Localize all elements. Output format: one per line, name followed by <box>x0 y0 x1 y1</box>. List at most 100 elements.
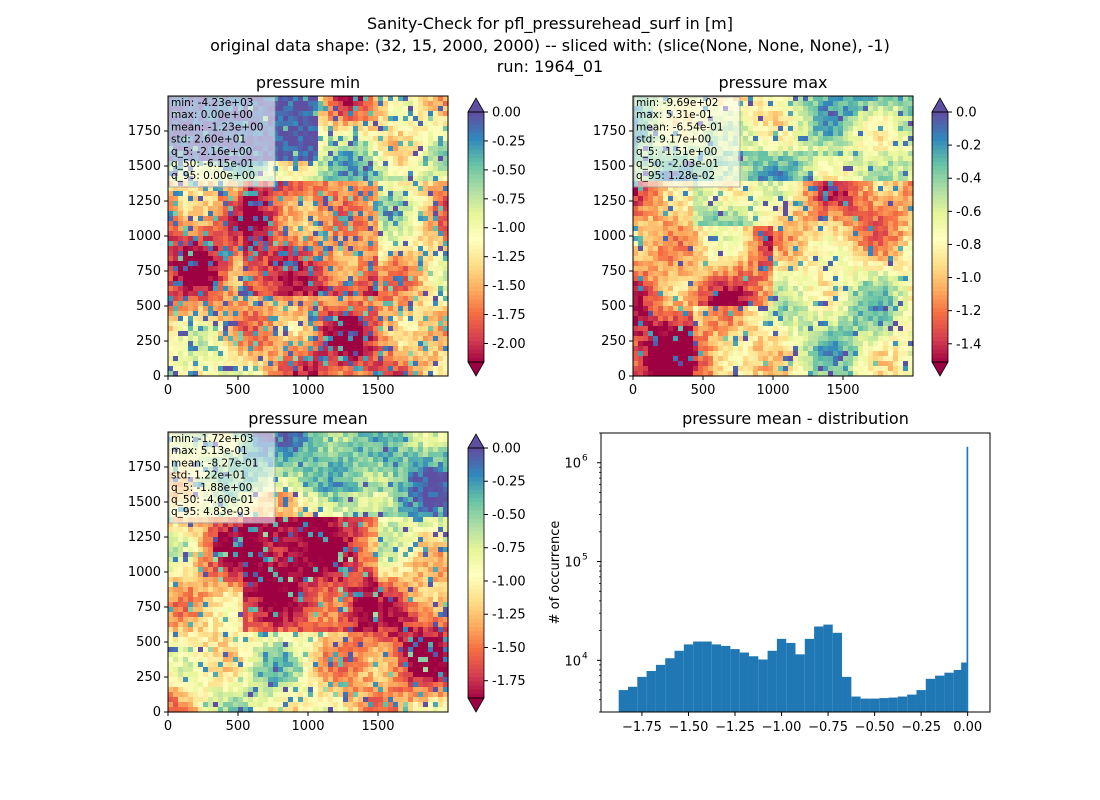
heatmap-cell <box>868 106 874 112</box>
heatmap-cell <box>763 231 769 237</box>
colorbar-segment <box>468 178 484 184</box>
heatmap-cell <box>698 216 704 222</box>
heatmap-cell <box>168 346 174 352</box>
heatmap-cell <box>708 236 714 242</box>
heatmap-cell <box>893 126 899 132</box>
heatmap-cell <box>778 181 784 187</box>
heatmap-cell <box>423 186 429 192</box>
heatmap-cell <box>418 336 424 342</box>
heatmap-cell <box>203 271 209 277</box>
heatmap-cell <box>688 226 694 232</box>
heatmap-cell <box>763 136 769 142</box>
heatmap-cell <box>378 131 384 137</box>
heatmap-cell <box>173 266 179 272</box>
heatmap-cell <box>203 211 209 217</box>
heatmap-cell <box>273 141 279 147</box>
heatmap-cell <box>383 256 389 262</box>
heatmap-cell <box>428 341 434 347</box>
colorbar-segment <box>468 132 484 138</box>
heatmap-cell <box>173 361 179 367</box>
heatmap-cell <box>378 156 384 162</box>
heatmap-cell <box>278 366 284 372</box>
heatmap-cell <box>873 96 879 102</box>
heatmap-cell <box>253 311 259 317</box>
heatmap-cell <box>373 226 379 232</box>
heatmap-cell <box>188 201 194 207</box>
heatmap-cell <box>848 111 854 117</box>
heatmap-cell <box>328 166 334 172</box>
heatmap-cell <box>373 221 379 227</box>
heatmap-cell <box>243 201 249 207</box>
heatmap-cell <box>303 201 309 207</box>
heatmap-cell <box>398 121 404 127</box>
heatmap-cell <box>348 101 354 107</box>
heatmap-cell <box>423 351 429 357</box>
heatmap-cell <box>808 176 814 182</box>
heatmap-cell <box>738 216 744 222</box>
heatmap-cell <box>743 136 749 142</box>
heatmap-cell <box>313 206 319 212</box>
heatmap-cell <box>868 216 874 222</box>
heatmap-cell <box>268 351 274 357</box>
heatmap-cell <box>383 196 389 202</box>
heatmap-cell <box>188 311 194 317</box>
heatmap-cell <box>233 261 239 267</box>
heatmap-cell <box>388 186 394 192</box>
heatmap-cell <box>278 361 284 367</box>
heatmap-cell <box>403 231 409 237</box>
heatmap-cell <box>638 201 644 207</box>
heatmap-cell <box>398 311 404 317</box>
heatmap-cell <box>173 201 179 207</box>
heatmap-cell <box>358 346 364 352</box>
heatmap-cell <box>228 206 234 212</box>
heatmap-cell <box>293 341 299 347</box>
heatmap-cell <box>398 271 404 277</box>
heatmap-cell <box>443 276 449 282</box>
heatmap-cell <box>178 366 184 372</box>
heatmap-cell <box>178 311 184 317</box>
heatmap-cell <box>438 251 444 257</box>
heatmap-cell <box>803 216 809 222</box>
heatmap-cell <box>208 321 214 327</box>
heatmap-cell <box>428 196 434 202</box>
heatmap-cell <box>363 306 369 312</box>
heatmap-cell <box>413 141 419 147</box>
heatmap-cell <box>278 226 284 232</box>
heatmap-cell <box>203 256 209 262</box>
heatmap-cell <box>753 151 759 157</box>
heatmap-cell <box>398 241 404 247</box>
heatmap-cell <box>783 121 789 127</box>
heatmap-cell <box>228 186 234 192</box>
heatmap-cell <box>693 236 699 242</box>
heatmap-cell <box>668 201 674 207</box>
heatmap-cell <box>403 181 409 187</box>
heatmap-cell <box>278 306 284 312</box>
heatmap-cell <box>288 116 294 122</box>
heatmap-cell <box>823 111 829 117</box>
heatmap-cell <box>858 186 864 192</box>
heatmap-cell <box>368 261 374 267</box>
heatmap-cell <box>873 116 879 122</box>
stats-box-background <box>168 96 276 188</box>
heatmap-cell <box>353 276 359 282</box>
heatmap-cell <box>293 351 299 357</box>
heatmap-cell <box>908 231 914 237</box>
heatmap-cell <box>173 371 179 377</box>
heatmap-cell <box>408 306 414 312</box>
heatmap-cell <box>758 126 764 132</box>
heatmap-cell <box>658 206 664 212</box>
heatmap-cell <box>273 261 279 267</box>
heatmap-cell <box>883 136 889 142</box>
heatmap-cell <box>848 226 854 232</box>
heatmap-cell <box>698 211 704 217</box>
heatmap-cell <box>778 101 784 107</box>
heatmap-cell <box>398 261 404 267</box>
heatmap-cell <box>298 331 304 337</box>
heatmap-cell <box>308 356 314 362</box>
heatmap-cell <box>823 241 829 247</box>
heatmap-cell <box>878 226 884 232</box>
heatmap-cell <box>903 151 909 157</box>
heatmap-cell <box>213 281 219 287</box>
heatmap-cell <box>783 166 789 172</box>
heatmap-cell <box>838 146 844 152</box>
